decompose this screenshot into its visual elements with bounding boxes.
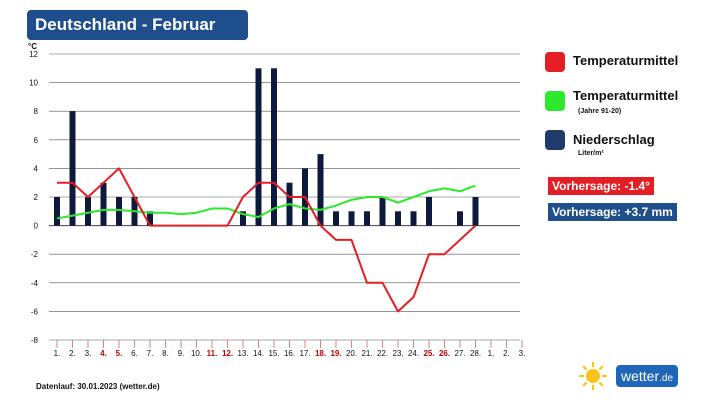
y-tick-label: -8: [31, 336, 39, 345]
precip-bar: [100, 182, 107, 226]
precip-bar: [147, 211, 153, 226]
legend-label-temp-normal: Temperaturmittel: [573, 88, 679, 103]
x-tick-label: 12.: [222, 349, 233, 358]
x-tick-label: 15.: [268, 349, 279, 358]
precip-bar: [395, 211, 401, 226]
x-tick-label: 2.: [503, 349, 510, 358]
legend-swatch-temp-normal: [545, 91, 565, 111]
y-tick-label: 2: [34, 193, 39, 202]
legend-sub-precip: Liter/m²: [578, 150, 604, 157]
x-tick-label: 14.: [253, 349, 264, 358]
precip-bar: [69, 111, 76, 226]
y-tick-label: 6: [34, 136, 39, 145]
precip-bar: [426, 197, 432, 226]
precip-bar: [364, 211, 370, 226]
forecast-precip-badge: Vorhersage: +3.7 mm: [548, 203, 677, 221]
x-tick-label: 5.: [116, 349, 123, 358]
x-tick-label: 7.: [147, 349, 154, 358]
precip-bar: [271, 68, 277, 226]
y-tick-label: 8: [34, 107, 39, 116]
x-tick-label: 28.: [470, 349, 481, 358]
x-tick-label: 6.: [131, 349, 138, 358]
x-tick-label: 18.: [315, 349, 326, 358]
legend-swatch-precip: [545, 130, 565, 150]
y-tick-label: 4: [34, 164, 39, 173]
legend-swatch-temp: [545, 52, 565, 72]
temp-normal-line: [56, 184, 476, 220]
temperature-lines: [56, 167, 477, 313]
y-tick-label: 0: [34, 222, 39, 231]
precip-bar: [379, 197, 386, 226]
x-tick-label: 25.: [423, 349, 434, 358]
x-tick-label: 11.: [207, 349, 218, 358]
x-tick-label: 1.: [488, 349, 495, 358]
y-axis-labels: -8 -6 -4 -2 0 2 4 6 8 10 12: [29, 50, 38, 345]
legend-label-temp: Temperaturmittel: [573, 53, 679, 68]
grid: [49, 53, 523, 348]
y-tick-label: 12: [29, 50, 38, 59]
x-tick-label: 4.: [100, 349, 107, 358]
logo-name: wetter: [621, 368, 660, 384]
sun-icon: [578, 361, 608, 391]
chart-title: Deutschland - Februar: [27, 10, 248, 40]
precip-bar: [317, 154, 324, 226]
data-run-footer: Datenlauf: 30.01.2023 (wetter.de): [36, 382, 160, 391]
y-tick-label: -6: [31, 307, 39, 316]
precip-bar: [240, 211, 246, 226]
legend-sub-temp-normal: (Jahre 91-20): [578, 108, 622, 115]
x-axis-labels: 1. 2. 3. 4. 5. 6. 7. 8. 9. 10. 11. 12. 13. 14. 15. 16. 1…: [54, 349, 526, 358]
logo-tld: .de: [659, 373, 674, 384]
x-tick-label: 26.: [439, 349, 450, 358]
x-tick-label: 16.: [284, 349, 295, 358]
legend-label-precip: Niederschlag: [573, 132, 655, 147]
x-tick-label: 24.: [408, 349, 419, 358]
x-tick-label: 3.: [85, 349, 92, 358]
precip-bar: [116, 197, 122, 226]
x-tick-label: 13.: [237, 349, 248, 358]
precip-bar: [255, 68, 262, 226]
precip-bar: [410, 211, 417, 226]
precip-bar: [348, 211, 355, 226]
y-unit-label: °C: [28, 42, 37, 51]
wetter-logo[interactable]: wetter.de: [616, 365, 679, 387]
x-tick-label: 27.: [454, 349, 465, 358]
x-tick-label: 20.: [346, 349, 357, 358]
x-tick-label: 3.: [519, 349, 526, 358]
forecast-temp-badge: Vorhersage: -1.4°: [548, 177, 654, 195]
x-tick-label: 17.: [299, 349, 310, 358]
x-tick-label: 8.: [162, 349, 169, 358]
temp-line: [57, 167, 477, 313]
y-tick-label: 10: [29, 79, 38, 88]
x-tick-label: 9.: [178, 349, 185, 358]
y-tick-label: -2: [31, 250, 39, 259]
x-tick-label: 19.: [330, 349, 341, 358]
precipitation-bars: [54, 68, 479, 226]
x-tick-label: 2.: [69, 349, 76, 358]
y-tick-label: -4: [31, 279, 39, 288]
x-tick-label: 21.: [361, 349, 372, 358]
x-tick-label: 1.: [54, 349, 61, 358]
precip-bar: [472, 197, 479, 226]
x-tick-label: 22.: [377, 349, 388, 358]
precip-bar: [333, 211, 339, 226]
x-tick-label: 23.: [392, 349, 403, 358]
x-tick-label: 10.: [191, 349, 202, 358]
precip-bar: [85, 197, 91, 226]
precip-bar: [457, 211, 463, 226]
precip-bar: [54, 197, 60, 226]
